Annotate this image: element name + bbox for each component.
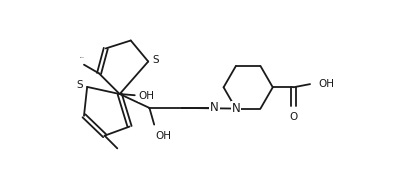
Text: S: S: [152, 55, 159, 65]
Text: OH: OH: [319, 79, 335, 89]
Text: OH: OH: [155, 131, 171, 141]
Text: N: N: [232, 102, 240, 115]
Text: O: O: [289, 112, 298, 122]
Text: methyl: methyl: [80, 57, 84, 58]
Text: OH: OH: [139, 91, 155, 101]
Text: N: N: [210, 101, 219, 114]
Text: S: S: [77, 80, 83, 90]
